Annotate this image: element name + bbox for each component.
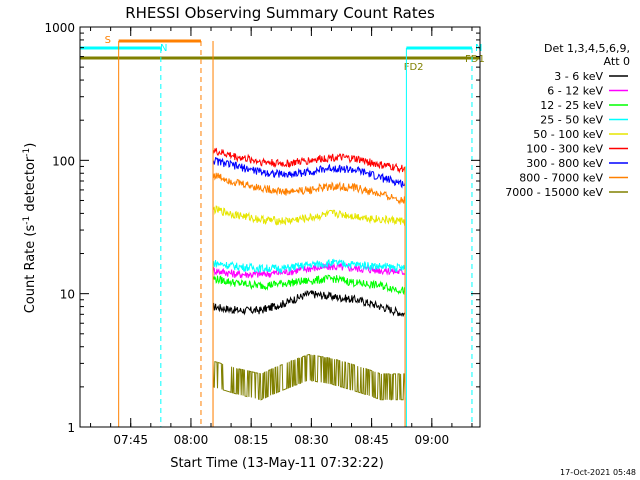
flag-label-s: S <box>105 35 111 46</box>
y-tick-label: 1 <box>67 421 75 435</box>
plot-frame <box>79 26 481 428</box>
chart-title: RHESSI Observing Summary Count Rates <box>125 4 435 22</box>
y-tick-label: 1000 <box>44 21 75 35</box>
series-line-4 <box>212 205 406 227</box>
x-tick-label: 07:45 <box>113 433 148 447</box>
flag-label-n: N <box>160 43 167 54</box>
series-line-5 <box>212 147 406 174</box>
y-tick-label: 100 <box>52 154 75 168</box>
y-label-part3: ) <box>23 143 38 148</box>
series-line-0 <box>212 289 406 317</box>
legend-header-line-2: Att 0 <box>604 55 630 68</box>
x-tick-label: 09:00 <box>415 433 450 447</box>
legend-entry-label: 50 - 100 keV <box>533 128 603 141</box>
x-axis: 07:45 08:00 08:15 08:30 08:45 09:00 <box>90 27 473 447</box>
vertical-markers <box>118 41 473 427</box>
y-axis: 1 10 100 1000 <box>44 21 480 435</box>
series-line-1 <box>212 262 406 279</box>
legend-entry-label: 12 - 25 keV <box>540 99 603 112</box>
series-line-7 <box>212 172 406 206</box>
x-tick-label: 08:15 <box>234 433 269 447</box>
y-label-part1: Count Rate (s <box>23 225 38 314</box>
legend-entry-label: 25 - 50 keV <box>540 114 603 127</box>
x-tick-label: 08:45 <box>354 433 389 447</box>
y-label-sup1: -1 <box>22 216 32 225</box>
y-tick-label: 10 <box>60 288 75 302</box>
legend-header-line-1: Det 1,3,4,5,6,9, <box>544 42 630 55</box>
legend-entry-label: 6 - 12 keV <box>547 85 603 98</box>
x-tick-label: 08:00 <box>174 433 209 447</box>
series-line-8 <box>212 353 406 401</box>
legend: Det 1,3,4,5,6,9, Att 0 3 - 6 keV 6 - 12 k… <box>505 42 630 199</box>
y-axis-label: Count Rate (s-1 detector-1) <box>22 143 38 314</box>
x-axis-label: Start Time (13-May-11 07:32:22) <box>170 456 384 471</box>
legend-entry-label: 800 - 7000 keV <box>519 172 603 185</box>
x-tick-label: 08:30 <box>294 433 329 447</box>
series-line-2 <box>212 274 406 296</box>
footer-timestamp: 17-Oct-2021 05:48 <box>560 468 636 477</box>
flag-label-n: N <box>475 43 482 54</box>
legend-entry-label: 100 - 300 keV <box>526 143 603 156</box>
flag-label-fd1: FD1 <box>465 54 485 65</box>
legend-entry-label: 7000 - 15000 keV <box>505 186 603 199</box>
flag-label-fd2: FD2 <box>404 62 424 73</box>
series-layer <box>212 145 406 427</box>
series-line-3 <box>212 258 406 274</box>
y-label-part2: detector <box>23 156 38 216</box>
legend-entry-label: 3 - 6 keV <box>554 70 603 83</box>
y-label-sup2: -1 <box>22 148 32 157</box>
legend-entry-label: 300 - 800 keV <box>526 157 603 170</box>
series-line-6 <box>212 157 406 189</box>
